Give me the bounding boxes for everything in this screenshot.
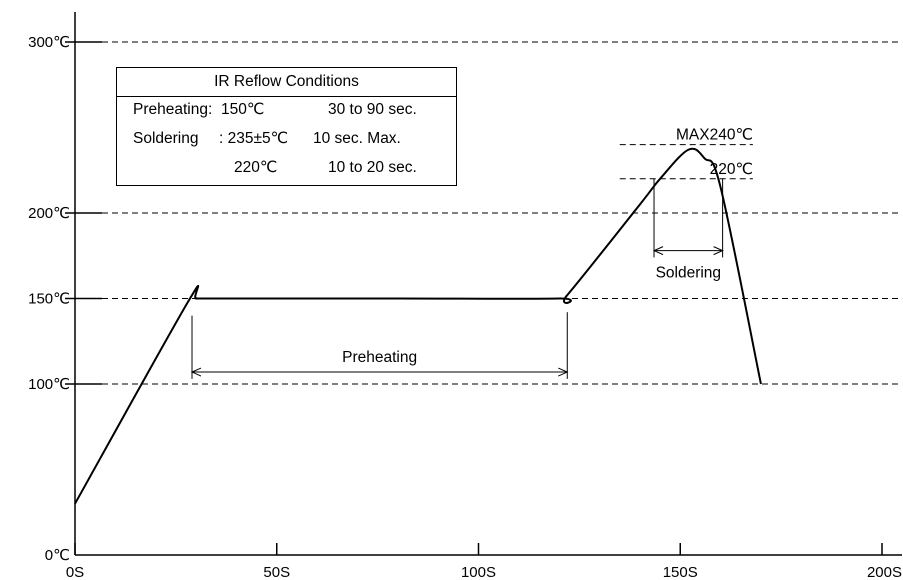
soldering-label: Soldering	[656, 265, 722, 282]
ir-reflow-conditions-box: IR Reflow Conditions Preheating: 150℃ 30…	[116, 67, 457, 186]
annotations: Preheating Soldering	[190, 178, 724, 379]
soldering-arrow-head-right	[713, 246, 724, 256]
preheating-arrow-head-right	[558, 367, 569, 377]
conditions-row-preheating: Preheating: 150℃ 30 to 90 sec.	[117, 96, 456, 124]
y-tick-label: 300℃	[28, 34, 70, 51]
conditions-time: 10 sec. Max.	[313, 130, 401, 147]
x-tick-label: 150S	[663, 564, 698, 580]
conditions-temp: 150℃	[221, 101, 265, 118]
conditions-row-220: 220℃ 10 to 20 sec.	[117, 154, 456, 182]
preheating-label: Preheating	[342, 349, 417, 366]
reference-label: MAX240℃	[676, 127, 753, 144]
y-tick-label: 0℃	[45, 547, 70, 564]
y-tick-label: 100℃	[28, 376, 70, 393]
conditions-label: Preheating:	[133, 101, 213, 118]
x-tick-label: 200S	[867, 564, 902, 580]
axes	[65, 12, 902, 556]
conditions-title: IR Reflow Conditions	[117, 68, 456, 97]
y-tick-label: 150℃	[28, 291, 70, 308]
x-tick-label: 0S	[66, 564, 84, 580]
reference-lines: MAX240℃ 220℃	[619, 127, 753, 180]
reference-label: 220℃	[710, 161, 753, 178]
tick-labels: 0℃ 100℃ 150℃ 200℃ 300℃ 0S 50S 100S 150S 200S	[28, 34, 902, 580]
conditions-temp: : 235±5℃	[219, 130, 289, 147]
conditions-time: 10 to 20 sec.	[328, 159, 417, 176]
conditions-label: Soldering	[133, 130, 199, 147]
conditions-time: 30 to 90 sec.	[328, 101, 417, 118]
conditions-row-soldering: Soldering : 235±5℃ 10 sec. Max.	[117, 125, 456, 153]
x-tick-label: 50S	[263, 564, 290, 580]
y-tick-label: 200℃	[28, 205, 70, 222]
profile-line	[74, 147, 762, 505]
temperature-profile	[74, 147, 762, 505]
x-tick-label: 100S	[461, 564, 496, 580]
preheating-arrow-head-left	[190, 367, 202, 377]
soldering-arrow-head-left	[652, 246, 664, 256]
conditions-temp: 220℃	[234, 159, 278, 176]
